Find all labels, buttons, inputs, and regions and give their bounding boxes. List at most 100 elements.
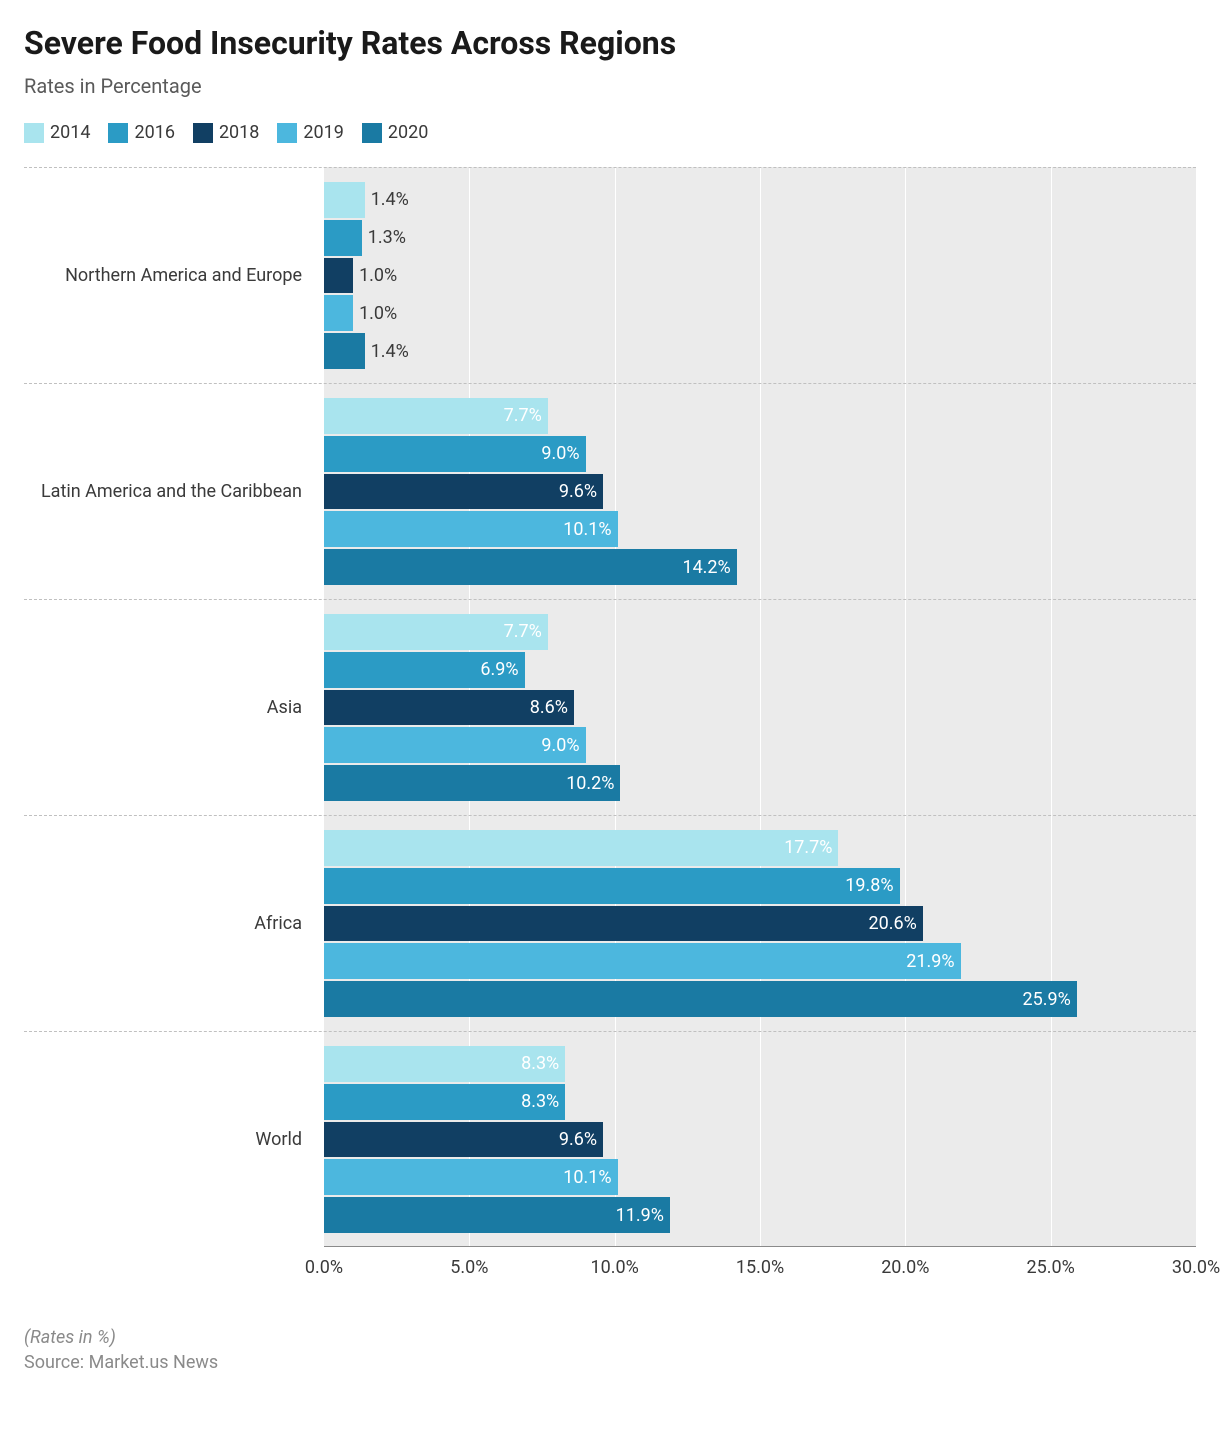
bar: 8.3% xyxy=(324,1046,565,1082)
chart-subtitle: Rates in Percentage xyxy=(24,74,1196,98)
bar: 10.2% xyxy=(324,765,620,801)
category-label: Latin America and the Caribbean xyxy=(24,384,314,599)
bar-row: 20.6% xyxy=(324,906,1196,942)
bar: 9.6% xyxy=(324,1122,603,1158)
legend-item: 2018 xyxy=(193,122,259,143)
x-tick-label: 15.0% xyxy=(736,1247,784,1278)
axis-note: (Rates in %) xyxy=(24,1327,1196,1348)
bar: 9.0% xyxy=(324,727,586,763)
x-axis: 0.0%5.0%10.0%15.0%20.0%25.0%30.0% xyxy=(324,1247,1196,1307)
gridline xyxy=(1196,167,1197,1247)
legend-label: 2019 xyxy=(303,122,343,143)
bar-row: 21.9% xyxy=(324,943,1196,979)
legend-item: 2016 xyxy=(108,122,174,143)
bar: 7.7% xyxy=(324,614,548,650)
bar-row: 1.4% xyxy=(324,182,1196,218)
x-tick-label: 25.0% xyxy=(1027,1247,1075,1278)
x-tick-label: 5.0% xyxy=(450,1247,488,1278)
bar-row: 6.9% xyxy=(324,652,1196,688)
legend-swatch xyxy=(277,123,297,143)
bar: 7.7% xyxy=(324,398,548,434)
category-group: Africa17.7%19.8%20.6%21.9%25.9% xyxy=(24,815,1196,1031)
legend-label: 2018 xyxy=(219,122,259,143)
bar-row: 9.0% xyxy=(324,436,1196,472)
bar-row: 1.4% xyxy=(324,333,1196,369)
legend-label: 2014 xyxy=(50,122,90,143)
category-label: World xyxy=(24,1032,314,1247)
bar-row: 11.9% xyxy=(324,1197,1196,1233)
bar-row: 7.7% xyxy=(324,614,1196,650)
bar-value-label: 1.4% xyxy=(365,189,409,210)
bar-row: 7.7% xyxy=(324,398,1196,434)
bar-row: 25.9% xyxy=(324,981,1196,1017)
bars-container: 1.4%1.3%1.0%1.0%1.4% xyxy=(324,168,1196,383)
bar-value-label: 1.0% xyxy=(353,265,397,286)
bar-row: 8.3% xyxy=(324,1084,1196,1120)
bar-value-label: 1.3% xyxy=(362,227,406,248)
legend-swatch xyxy=(193,123,213,143)
category-group: World8.3%8.3%9.6%10.1%11.9% xyxy=(24,1031,1196,1247)
chart-footer: (Rates in %) Source: Market.us News xyxy=(24,1327,1196,1373)
bar: 10.1% xyxy=(324,1159,618,1195)
bar-value-label: 1.0% xyxy=(353,303,397,324)
bar-row: 9.6% xyxy=(324,474,1196,510)
bar: 10.1% xyxy=(324,511,618,547)
x-tick-label: 0.0% xyxy=(305,1247,343,1278)
bar: 1.4% xyxy=(324,182,365,218)
chart-title: Severe Food Insecurity Rates Across Regi… xyxy=(24,24,1196,62)
bar: 1.0% xyxy=(324,295,353,331)
category-label: Asia xyxy=(24,600,314,815)
bar-row: 19.8% xyxy=(324,868,1196,904)
category-group: Northern America and Europe1.4%1.3%1.0%1… xyxy=(24,167,1196,383)
legend-label: 2020 xyxy=(388,122,428,143)
legend-item: 2014 xyxy=(24,122,90,143)
bars-container: 8.3%8.3%9.6%10.1%11.9% xyxy=(324,1032,1196,1247)
bar-row: 10.1% xyxy=(324,511,1196,547)
legend: 2014 2016 2018 2019 2020 xyxy=(24,122,1196,143)
category-group: Latin America and the Caribbean7.7%9.0%9… xyxy=(24,383,1196,599)
bar: 21.9% xyxy=(324,943,961,979)
bar: 9.0% xyxy=(324,436,586,472)
legend-item: 2019 xyxy=(277,122,343,143)
bar: 8.3% xyxy=(324,1084,565,1120)
bar: 19.8% xyxy=(324,868,900,904)
bar: 8.6% xyxy=(324,690,574,726)
category-group: Asia 7.7%6.9%8.6%9.0%10.2% xyxy=(24,599,1196,815)
legend-swatch xyxy=(24,123,44,143)
bar: 17.7% xyxy=(324,830,838,866)
bar-row: 1.3% xyxy=(324,220,1196,256)
legend-label: 2016 xyxy=(134,122,174,143)
bar: 1.0% xyxy=(324,258,353,294)
bar: 20.6% xyxy=(324,906,923,942)
bar-row: 8.6% xyxy=(324,690,1196,726)
bars-container: 17.7%19.8%20.6%21.9%25.9% xyxy=(324,816,1196,1031)
bar: 25.9% xyxy=(324,981,1077,1017)
chart-area: Northern America and Europe1.4%1.3%1.0%1… xyxy=(24,167,1196,1307)
x-tick-label: 20.0% xyxy=(881,1247,929,1278)
source-text: Source: Market.us News xyxy=(24,1352,1196,1373)
bar: 6.9% xyxy=(324,652,525,688)
x-tick-label: 10.0% xyxy=(591,1247,639,1278)
legend-swatch xyxy=(108,123,128,143)
bar-row: 1.0% xyxy=(324,258,1196,294)
legend-swatch xyxy=(362,123,382,143)
bar: 11.9% xyxy=(324,1197,670,1233)
bar-row: 14.2% xyxy=(324,549,1196,585)
bar-row: 9.6% xyxy=(324,1122,1196,1158)
bar-row: 9.0% xyxy=(324,727,1196,763)
bar: 9.6% xyxy=(324,474,603,510)
legend-item: 2020 xyxy=(362,122,428,143)
bar: 1.4% xyxy=(324,333,365,369)
bar-row: 10.1% xyxy=(324,1159,1196,1195)
category-label: Northern America and Europe xyxy=(24,168,314,383)
bar-row: 10.2% xyxy=(324,765,1196,801)
category-label: Africa xyxy=(24,816,314,1031)
bar-row: 8.3% xyxy=(324,1046,1196,1082)
plot-area: Northern America and Europe1.4%1.3%1.0%1… xyxy=(324,167,1196,1247)
bar: 14.2% xyxy=(324,549,737,585)
bar-row: 1.0% xyxy=(324,295,1196,331)
bar-value-label: 1.4% xyxy=(365,341,409,362)
bars-container: 7.7%9.0%9.6%10.1%14.2% xyxy=(324,384,1196,599)
x-tick-label: 30.0% xyxy=(1172,1247,1220,1278)
bar: 1.3% xyxy=(324,220,362,256)
